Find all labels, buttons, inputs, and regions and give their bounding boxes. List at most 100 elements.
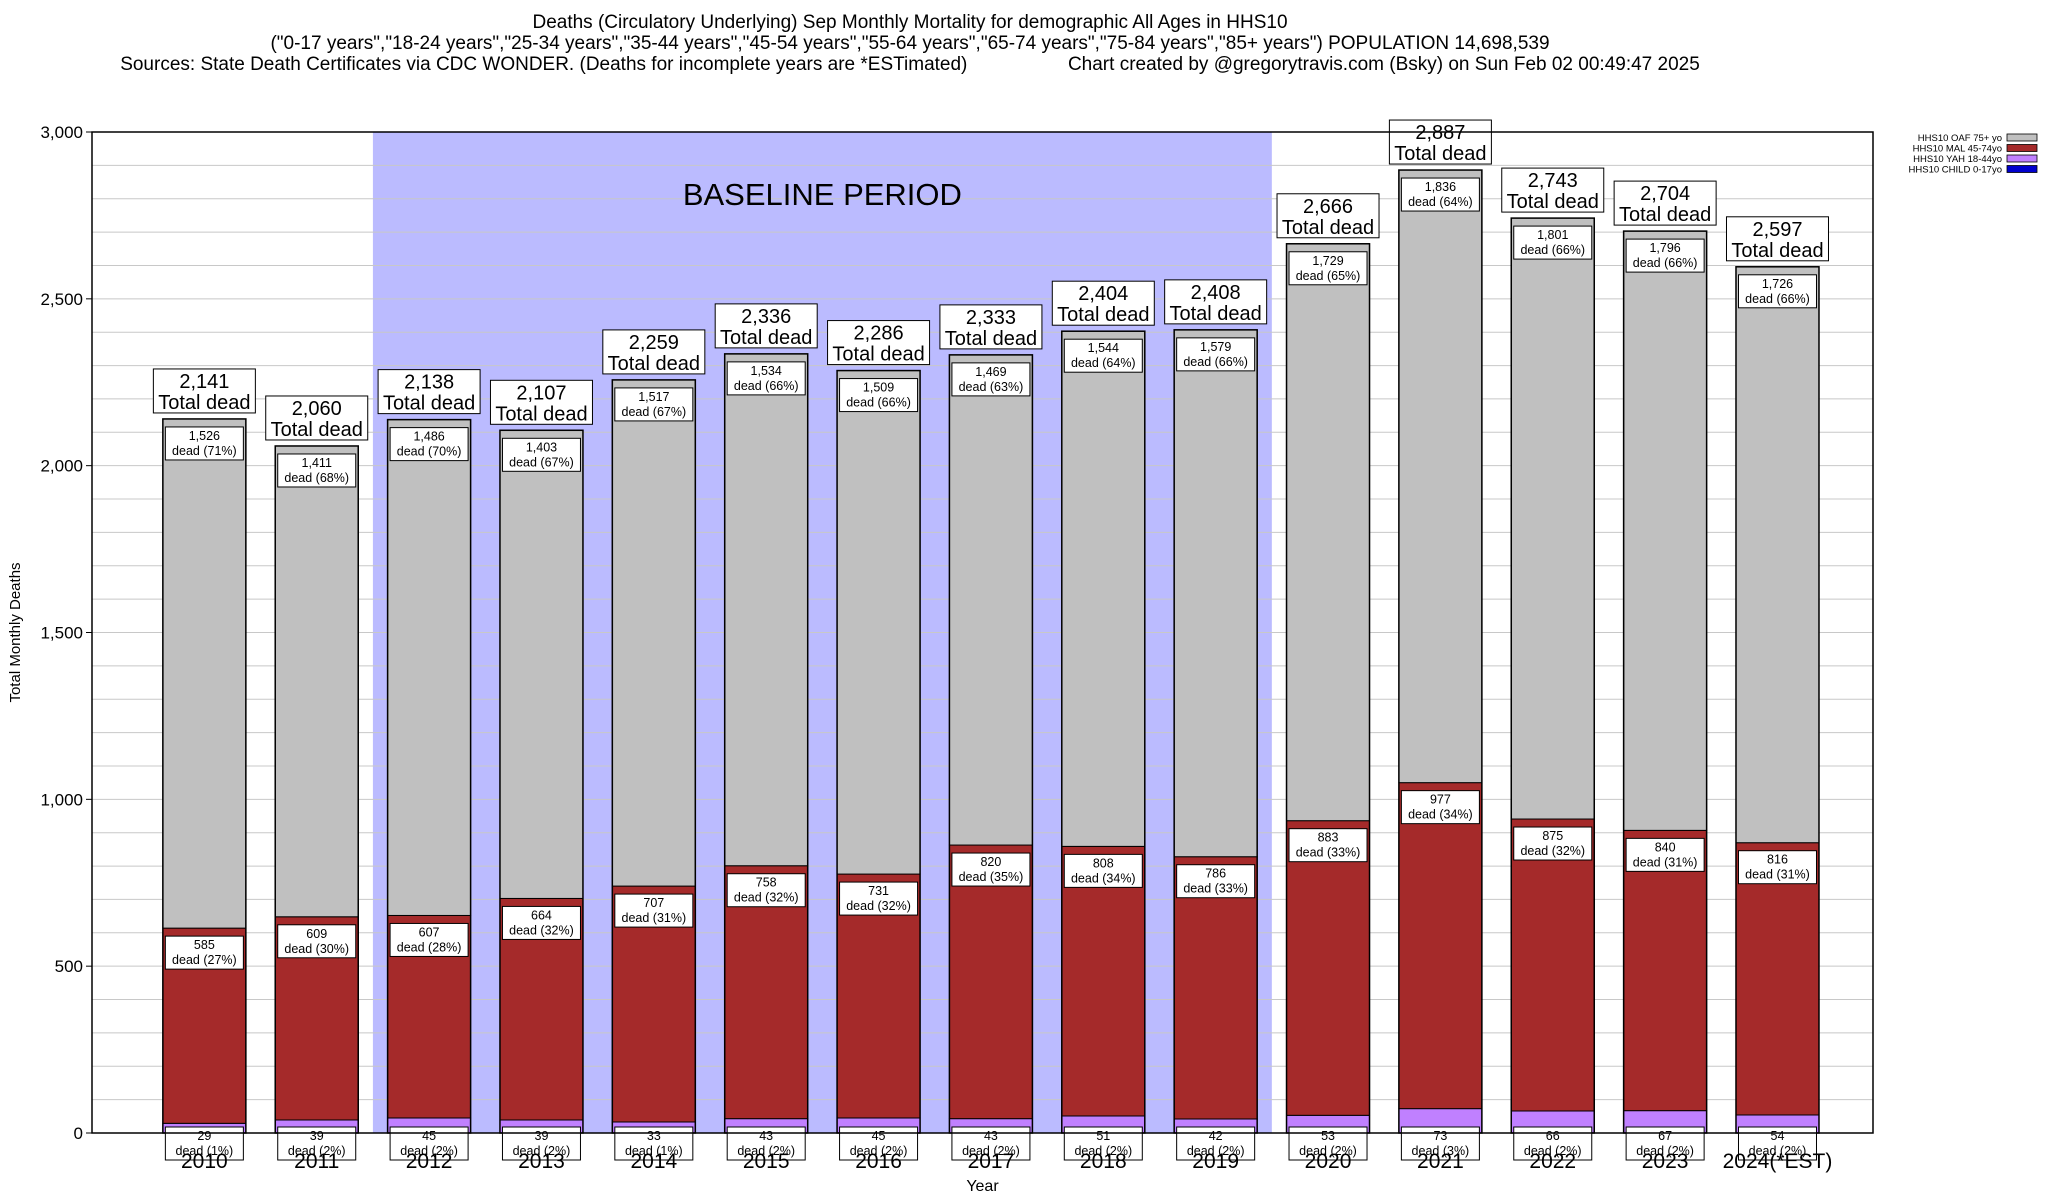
bar-segment [162,418,247,929]
mal-label-box [277,924,357,959]
total-text-label: Total dead [1731,240,1823,262]
oaf-pct-label: dead (70%) [397,445,462,459]
total-value-label: 2,404 [1078,283,1128,305]
yah-pct-label: dead (2%) [962,1144,1020,1158]
total-text-label: Total dead [271,419,363,441]
x-tick-label: 2018 [1080,1150,1127,1173]
bar-segment [1735,842,1820,1116]
y-axis-label: Total Monthly Deaths [7,562,24,702]
legend-label: HHS10 OAF 75+ yo [1918,133,2002,144]
mal-value-label: 786 [1205,867,1226,881]
bar-segment [274,445,359,918]
mal-label-box [839,881,919,916]
chart-title-line-2: ("0-17 years","18-24 years","25-34 years… [270,33,1550,54]
mal-value-label: 758 [756,876,777,890]
mal-pct-label: dead (32%) [1520,844,1585,858]
oaf-value-label: 1,517 [638,390,669,404]
total-text-label: Total dead [608,353,700,375]
x-tick-label: 2021 [1417,1150,1464,1173]
total-value-label: 2,107 [516,382,566,404]
yah-pct-label: dead (2%) [737,1144,795,1158]
total-text-label: Total dead [1394,143,1486,165]
oaf-label-box [839,378,919,413]
y-tick-label: 0 [74,1124,83,1143]
yah-value-label: 45 [422,1129,436,1143]
yah-pct-label: dead (2%) [1636,1144,1694,1158]
total-label-box [1613,180,1717,226]
yah-pct-label: dead (2%) [1187,1144,1245,1158]
oaf-value-label: 1,729 [1312,254,1343,268]
mal-label-box [389,922,469,957]
oaf-value-label: 1,579 [1200,340,1231,354]
x-tick-label: 2013 [518,1150,565,1173]
total-text-label: Total dead [383,393,475,415]
total-value-label: 2,333 [966,307,1016,329]
bar-segment [1510,217,1595,820]
yah-value-label: 43 [984,1129,998,1143]
total-label-box [1051,280,1155,326]
mal-pct-label: dead (33%) [1183,882,1248,896]
mal-pct-label: dead (34%) [1071,871,1136,885]
chart-title-line-1: Deaths (Circulatory Underlying) Sep Mont… [532,12,1288,33]
oaf-value-label: 1,796 [1649,241,1680,255]
mal-label-box [501,905,581,940]
mal-value-label: 808 [1093,856,1114,870]
yah-pct-label: dead (1%) [176,1144,234,1158]
bar-segment [724,865,809,1120]
mal-value-label: 609 [306,927,327,941]
yah-value-label: 53 [1321,1129,1335,1143]
bar-segment [1061,330,1146,847]
x-tick-label: 2020 [1305,1150,1352,1173]
mal-label-box [1737,850,1817,885]
mal-label-box [1400,790,1480,825]
legend-swatch [2006,154,2038,163]
legend-swatch [2006,165,2038,173]
yah-value-label: 66 [1546,1129,1560,1143]
total-label-box [602,329,706,375]
yah-pct-label: dead (2%) [513,1144,571,1158]
total-label-box [714,303,818,349]
yah-pct-label: dead (2%) [1749,1144,1807,1158]
x-tick-label: 2024(*EST) [1723,1150,1833,1173]
total-value-label: 2,138 [404,372,454,394]
mal-pct-label: dead (27%) [172,953,237,967]
legend-label: HHS10 YAH 18-44yo [1913,154,2002,165]
total-value-label: 2,597 [1752,219,1802,241]
oaf-pct-label: dead (66%) [1183,355,1248,369]
bar-segment [1510,818,1595,1112]
yah-pct-label: dead (2%) [400,1144,458,1158]
yah-value-label: 39 [535,1129,549,1143]
oaf-pct-label: dead (66%) [734,379,799,393]
chart-title-line-3: Sources: State Death Certificates via CD… [0,54,1820,76]
total-value-label: 2,259 [629,332,679,354]
yah-value-label: 33 [647,1129,661,1143]
x-tick-label: 2015 [743,1150,790,1173]
oaf-pct-label: dead (66%) [846,396,911,410]
oaf-value-label: 1,534 [751,364,782,378]
mal-value-label: 820 [980,855,1001,869]
mal-pct-label: dead (32%) [734,891,799,905]
bar-segment [1735,266,1820,844]
mal-pct-label: dead (32%) [846,899,911,913]
oaf-label-box [1625,238,1705,273]
x-tick-label: 2023 [1642,1150,1689,1173]
x-tick-label: 2017 [968,1150,1015,1173]
oaf-label-box [1400,177,1480,212]
mal-pct-label: dead (33%) [1296,846,1361,860]
oaf-label-box [1176,337,1256,372]
oaf-label-box [1513,225,1593,260]
oaf-label-box [614,387,694,422]
yah-value-label: 29 [197,1129,211,1143]
total-label-box [1388,119,1492,165]
y-tick-label: 1,000 [40,790,83,809]
total-value-label: 2,408 [1191,282,1241,304]
y-tick-label: 2,000 [40,457,83,476]
mal-pct-label: dead (31%) [622,911,687,925]
oaf-pct-label: dead (66%) [1633,256,1698,270]
oaf-label-box [1737,274,1817,309]
mal-pct-label: dead (35%) [959,870,1024,884]
bar-segment [1623,829,1708,1112]
bar-segment [499,429,584,899]
credit-note: Chart created by @gregorytravis.com (Bsk… [1067,54,1700,75]
mal-label-box [1176,864,1256,899]
